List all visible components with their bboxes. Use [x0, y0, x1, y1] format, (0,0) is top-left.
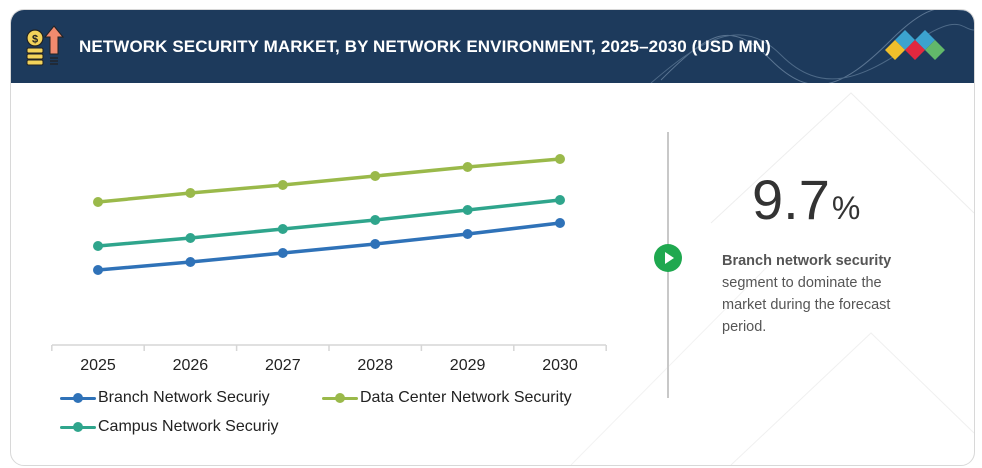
svg-text:$: $: [32, 34, 38, 46]
data-point[interactable]: [185, 188, 196, 198]
cagr-value: 9.7%: [752, 172, 860, 228]
series-line: [96, 198, 562, 248]
brand-logo: [885, 30, 945, 60]
legend-swatch-campus: [60, 420, 96, 434]
legend-label-campus: Campus Network Securiy: [98, 418, 279, 435]
data-point[interactable]: [555, 154, 565, 164]
x-tick-label: 2025: [80, 357, 116, 374]
legend-swatch-branch: [60, 391, 96, 405]
header-wave-decoration: [650, 10, 974, 83]
legend-item-branch[interactable]: Branch Network Securiy: [60, 389, 270, 407]
play-circle-icon[interactable]: [654, 244, 682, 272]
data-point[interactable]: [370, 215, 381, 225]
data-point[interactable]: [462, 162, 473, 172]
data-point[interactable]: [462, 205, 473, 215]
series-branch-network-securiy: [93, 218, 565, 275]
highlight-segment: Branch network security: [722, 253, 892, 269]
series-line: [96, 221, 562, 272]
legend-item-data-center[interactable]: Data Center Network Security: [322, 389, 572, 407]
data-point[interactable]: [555, 218, 565, 228]
data-point[interactable]: [462, 229, 473, 239]
data-point[interactable]: [277, 224, 288, 234]
series-line: [96, 157, 562, 204]
series-layer: [93, 154, 565, 275]
data-point[interactable]: [93, 197, 103, 207]
cagr-number: 9.7: [752, 168, 830, 231]
data-point[interactable]: [93, 241, 103, 251]
x-tick-label: 2027: [265, 357, 301, 374]
highlight-description: Branch network security segment to domin…: [722, 250, 922, 338]
data-point[interactable]: [370, 239, 381, 249]
data-point[interactable]: [555, 195, 565, 205]
legend-label-data-center: Data Center Network Security: [360, 389, 572, 406]
x-tick-label: 2030: [542, 357, 578, 374]
data-point[interactable]: [185, 257, 196, 267]
money-growth-icon: $: [26, 25, 65, 66]
data-point[interactable]: [185, 233, 196, 243]
x-axis: 2025 2026 2027 2028 2029 2030: [51, 344, 607, 374]
x-tick-label: 2029: [450, 357, 486, 374]
data-point[interactable]: [277, 248, 288, 258]
chart-title: NETWORK SECURITY MARKET, BY NETWORK ENVI…: [79, 37, 771, 56]
infographic-card: $ NETWORK SECURITY MARKET, BY NETWORK EN…: [10, 9, 975, 466]
cagr-unit: %: [831, 190, 861, 226]
legend-swatch-data-center: [322, 391, 358, 405]
data-point[interactable]: [370, 171, 381, 181]
header-bar: $ NETWORK SECURITY MARKET, BY NETWORK EN…: [11, 10, 974, 83]
legend-label-branch: Branch Network Securiy: [98, 389, 270, 406]
data-point[interactable]: [277, 180, 288, 190]
legend-item-campus[interactable]: Campus Network Securiy: [60, 418, 279, 436]
x-tick-label: 2026: [173, 357, 209, 374]
data-point[interactable]: [93, 265, 103, 275]
series-data-center-network-security: [93, 154, 565, 207]
series-campus-network-securiy: [93, 195, 565, 251]
highlight-text: segment to dominate the market during th…: [722, 275, 891, 335]
x-tick-label: 2028: [357, 357, 393, 374]
